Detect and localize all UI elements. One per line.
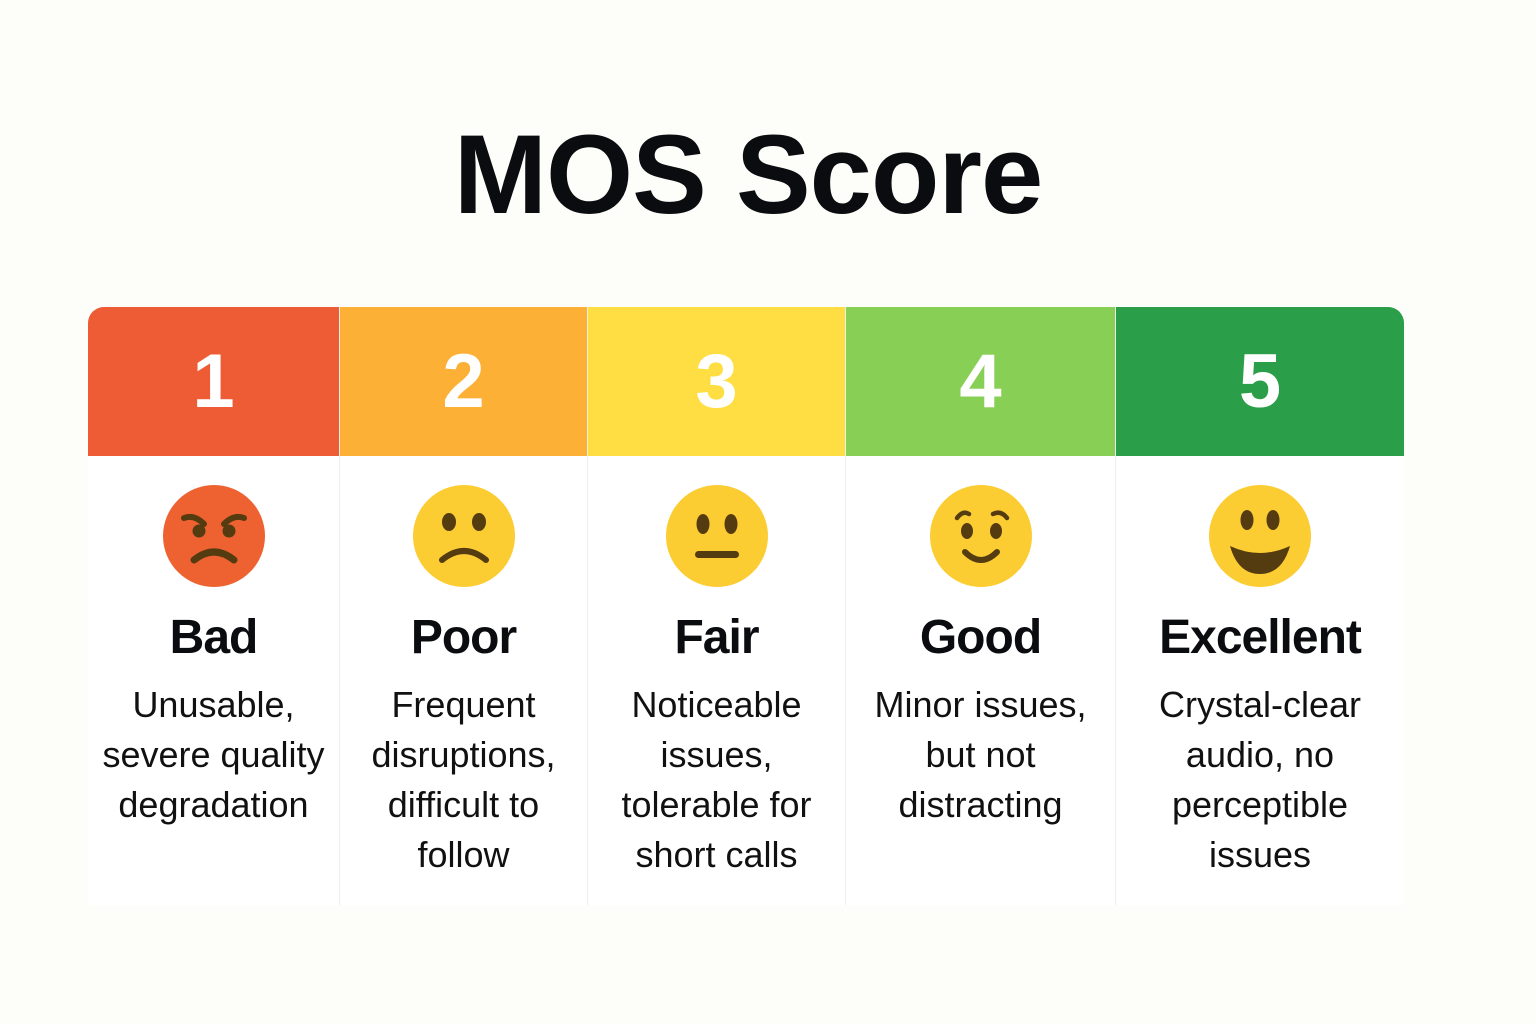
- angry-face-icon: [162, 484, 266, 588]
- score-band-3: 3: [588, 307, 845, 456]
- score-band-2: 2: [340, 307, 587, 456]
- quality-description: Crystal-clear audio, no perceptible issu…: [1158, 684, 1362, 875]
- scale-column-5: 5 Excellent Crystal-clear audio, no perc…: [1116, 307, 1404, 905]
- score-band-1: 1: [88, 307, 339, 456]
- scale-column-2: 2 Poor Frequent disruptions, difficult t…: [340, 307, 588, 905]
- quality-label: Poor: [410, 611, 517, 664]
- scale-column-4: 4 Good Minor issues, but not distracting: [846, 307, 1116, 905]
- mos-scale: 1 Bad Unusable, severe quality degradati…: [88, 307, 1404, 905]
- score-number: 4: [959, 339, 1002, 424]
- score-number: 1: [192, 339, 235, 424]
- page-title: MOS Score: [453, 112, 1044, 237]
- scale-column-3: 3 Fair Noticeable issues, tolerable for …: [588, 307, 846, 905]
- quality-description: Unusable, severe quality degradation: [102, 684, 325, 825]
- quality-description: Frequent disruptions, difficult to follo…: [371, 684, 556, 875]
- frowning-face-icon: [412, 484, 516, 588]
- neutral-face-icon: [665, 484, 769, 588]
- score-number: 5: [1238, 339, 1282, 424]
- quality-description: Noticeable issues, tolerable for short c…: [621, 684, 812, 875]
- score-number: 2: [442, 339, 485, 424]
- smiling-face-icon: [1208, 484, 1312, 588]
- slightly-smiling-face-icon: [929, 484, 1033, 588]
- quality-label: Bad: [169, 611, 259, 664]
- score-band-5: 5: [1116, 307, 1404, 456]
- quality-description: Minor issues, but not distracting: [874, 684, 1087, 825]
- score-number: 3: [695, 339, 738, 424]
- quality-label: Excellent: [1159, 611, 1362, 664]
- quality-label: Fair: [674, 611, 759, 664]
- score-band-4: 4: [846, 307, 1115, 456]
- scale-column-1: 1 Bad Unusable, severe quality degradati…: [88, 307, 340, 905]
- quality-label: Good: [919, 611, 1042, 664]
